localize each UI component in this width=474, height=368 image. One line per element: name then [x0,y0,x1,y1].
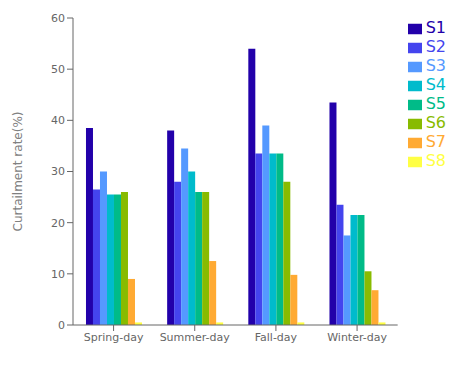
svg-text:40: 40 [51,114,65,127]
svg-text:Fall-day: Fall-day [255,331,298,344]
svg-text:20: 20 [51,217,65,230]
html-text:S8: S8 [425,151,446,170]
svg-text:30: 30 [51,165,65,178]
html-text:S2: S2 [425,37,446,56]
svg-text:60: 60 [51,12,65,25]
svg-text:50: 50 [51,63,65,76]
svg-text:0: 0 [58,319,65,332]
html-text:S6: S6 [425,113,446,132]
html-text:S5: S5 [425,94,446,113]
svg-text:Summer-day: Summer-day [160,331,231,344]
html-text:S1: S1 [425,18,446,37]
svg-text:Winter-day: Winter-day [327,331,387,344]
svg-text:Curtailment rate(%): Curtailment rate(%) [11,112,25,232]
html-text:S4: S4 [425,75,446,94]
html-text:S3: S3 [425,56,446,75]
html-text:S7: S7 [425,132,446,151]
svg-text:10: 10 [51,268,65,281]
svg-text:Spring-day: Spring-day [84,331,144,344]
